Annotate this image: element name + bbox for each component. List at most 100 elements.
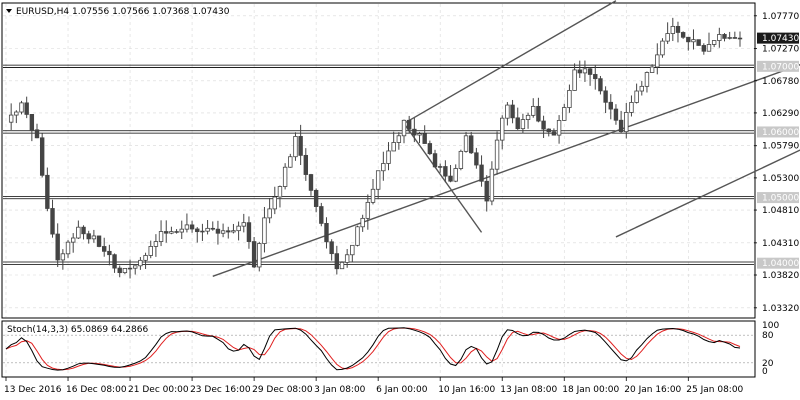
candle-body-2 <box>14 111 19 116</box>
candle-body-101 <box>525 114 531 120</box>
trendline-1 <box>615 149 800 238</box>
candle-body-21 <box>112 254 117 269</box>
candle-body-66 <box>344 254 350 263</box>
candle-body-78 <box>406 119 412 130</box>
level-badge-label-1: 1.06000 <box>762 128 799 138</box>
level-badge-label-0: 1.07000 <box>762 62 799 72</box>
candle-body-88 <box>458 150 464 169</box>
candle-body-125 <box>649 66 655 73</box>
trendline-0 <box>212 64 800 277</box>
candle-body-18 <box>96 235 102 247</box>
candle-body-44 <box>231 230 236 233</box>
candle-body-32 <box>169 231 174 234</box>
candle-body-92 <box>479 164 484 182</box>
candle-body-118 <box>613 108 619 121</box>
candle-body-7 <box>39 137 45 176</box>
candle-body-105 <box>546 128 551 133</box>
candle-body-85 <box>443 166 448 177</box>
trendline-2 <box>403 123 483 233</box>
candle-body-6 <box>34 129 40 139</box>
candle-body-50 <box>262 217 267 244</box>
stoch-d-line <box>5 327 741 371</box>
level-badge-1 <box>757 126 799 138</box>
candle-body-14 <box>76 226 81 239</box>
level-badge-2 <box>757 192 799 204</box>
chart-symbol: EURUSD,H4 <box>16 7 69 17</box>
candle-body-138 <box>717 34 722 41</box>
candle-body-27 <box>143 255 148 261</box>
candle-body-82 <box>427 143 433 155</box>
candle-body-112 <box>582 68 588 74</box>
stoch-level-label-3: 0 <box>762 367 768 377</box>
candle-body-22 <box>117 267 122 274</box>
candle-body-24 <box>127 267 133 270</box>
candle-body-81 <box>422 133 427 144</box>
candle-body-16 <box>86 233 91 240</box>
candle-body-13 <box>70 237 76 243</box>
candle-body-104 <box>541 120 546 130</box>
date-tick-label-2: 21 Dec 00:00 <box>128 385 189 395</box>
price-tick-label-8: 1.03820 <box>762 271 799 281</box>
collapse-triangle-icon[interactable] <box>6 9 12 13</box>
candle-body-40 <box>210 227 215 230</box>
candle-body-1 <box>8 114 14 123</box>
candle-body-4 <box>24 102 29 115</box>
candle-body-102 <box>531 105 536 116</box>
candle-body-110 <box>572 69 577 91</box>
candle-body-109 <box>567 90 572 108</box>
candle-body-23 <box>122 268 128 274</box>
candle-body-54 <box>282 166 288 187</box>
candle-body-83 <box>432 153 438 168</box>
candle-body-3 <box>19 102 24 113</box>
candle-body-17 <box>91 235 97 240</box>
price-tick-label-9: 1.03320 <box>762 304 799 314</box>
date-tick-label-7: 10 Jan 16:00 <box>438 385 495 395</box>
candle-body-111 <box>577 69 582 74</box>
candle-body-68 <box>355 226 360 246</box>
candle-body-56 <box>293 136 298 158</box>
candle-body-93 <box>484 180 489 202</box>
candle-body-67 <box>350 244 355 256</box>
candle-body-55 <box>288 156 293 168</box>
date-tick-label-0: 13 Dec 2016 <box>4 385 62 395</box>
candle-body-127 <box>660 40 665 56</box>
candle-body-65 <box>339 261 345 270</box>
candle-body-29 <box>153 241 159 247</box>
price-axis: 1.07770 1.07270 1.06780 1.06290 1.05790 1.053… <box>754 12 799 314</box>
candle-body-49 <box>257 243 262 268</box>
price-tick-label-6: 1.04810 <box>762 206 799 216</box>
candle-body-42 <box>220 230 226 234</box>
candle-body-15 <box>81 226 86 235</box>
date-tick-label-8: 13 Jan 08:00 <box>500 385 557 395</box>
level-badge-0 <box>757 60 799 72</box>
candle-body-114 <box>593 74 598 80</box>
stochastic-label: Stoch(14,3,3) 65.0869 64.2866 <box>7 325 148 335</box>
candle-body-129 <box>670 25 676 34</box>
candle-body-120 <box>624 112 629 133</box>
candle-body-139 <box>722 34 727 39</box>
date-tick-label-5: 3 Jan 08:00 <box>314 385 366 395</box>
candle-body-35 <box>184 224 190 230</box>
stoch-k-line <box>5 327 741 371</box>
candle-body-131 <box>680 32 686 38</box>
candle-body-97 <box>505 104 510 119</box>
level-badge-label-3: 1.04000 <box>762 259 799 269</box>
candle-body-57 <box>298 136 303 156</box>
stochastic-panel <box>1 320 756 378</box>
candle-body-74 <box>386 150 391 164</box>
trendline-3 <box>403 0 617 125</box>
candle-body-47 <box>246 222 252 242</box>
grid-lines <box>3 4 754 376</box>
candle-body-45 <box>236 225 241 232</box>
candle-body-126 <box>655 54 660 68</box>
candle-body-95 <box>494 139 500 170</box>
candle-body-53 <box>277 186 283 198</box>
stoch-level-label-1: 80 <box>762 331 774 341</box>
date-tick-label-3: 23 Dec 16:00 <box>190 385 251 395</box>
date-tick-label-11: 25 Jan 08:00 <box>686 385 743 395</box>
stoch-level-label-2: 20 <box>762 359 774 369</box>
candle-body-20 <box>107 250 112 256</box>
candle-body-86 <box>448 175 453 182</box>
